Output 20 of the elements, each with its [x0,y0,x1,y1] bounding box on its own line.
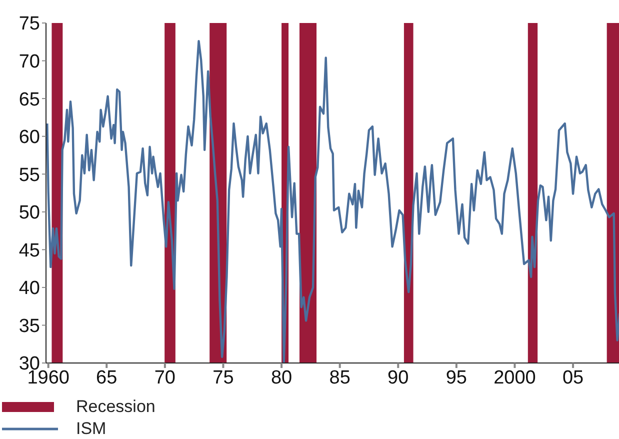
x-tick-label: 95 [446,367,467,388]
x-tick-label: 05 [562,367,584,388]
y-tick-label: 45 [18,240,40,262]
x-tick-label: 90 [388,367,409,388]
y-tick-label: 40 [18,278,40,300]
y-tick-label: 60 [18,127,40,148]
x-tick-label: 85 [329,367,350,388]
y-tick-label: 55 [18,164,40,186]
y-tick-label: 75 [18,14,40,35]
x-tick-label: 65 [96,367,118,388]
x-tick-label: 80 [270,367,292,388]
y-tick-label: 35 [18,316,40,337]
y-tick-label: 70 [18,52,40,73]
legend-label: ISM [76,419,106,439]
x-tick-label: 2000 [494,367,536,388]
x-tick-label: 75 [212,367,234,388]
y-tick-label: 50 [18,202,40,224]
legend-label: Recession [76,397,156,417]
y-tick-label: 65 [18,89,40,110]
x-tick-label: 70 [154,367,176,388]
